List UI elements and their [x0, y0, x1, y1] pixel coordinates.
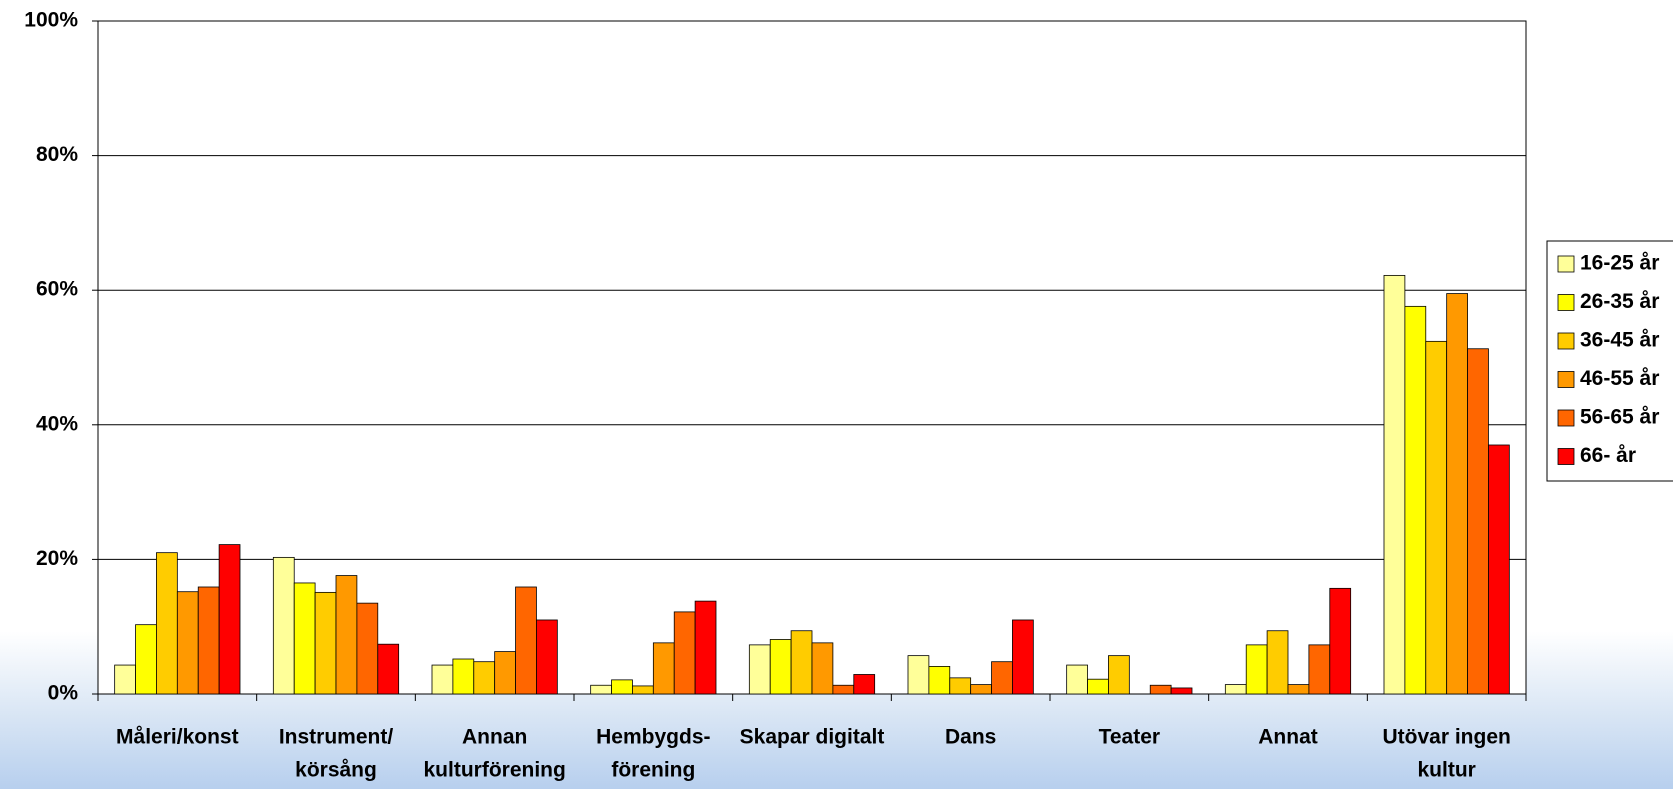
bar: [590, 684, 612, 695]
bar: [1066, 664, 1088, 695]
bar: [156, 552, 178, 695]
bar: [853, 674, 876, 695]
bar: [1149, 684, 1172, 695]
legend-swatch: [1557, 371, 1575, 388]
bar: [1329, 587, 1352, 695]
bar: [1287, 684, 1310, 695]
legend-swatch: [1557, 409, 1575, 427]
bar: [1446, 293, 1468, 695]
legend-label: 46-55 år: [1580, 367, 1659, 390]
bar: [790, 630, 813, 695]
x-tick-label: Teater: [1099, 726, 1160, 749]
x-tick-label: kulturförening: [424, 759, 566, 782]
bar: [811, 642, 834, 695]
x-tick-label: Dans: [945, 726, 996, 749]
x-tick-label: Skapar digitalt: [740, 726, 885, 749]
bar: [991, 661, 1013, 695]
legend-label: 26-35 år: [1580, 290, 1659, 313]
bar: [431, 664, 454, 695]
bar: [949, 677, 972, 695]
x-tick-label: förening: [611, 759, 695, 782]
bar: [769, 639, 792, 695]
bar: [1012, 619, 1034, 695]
legend-label: 36-45 år: [1580, 329, 1659, 352]
bar: [218, 544, 241, 695]
y-tick-label: 0%: [48, 682, 79, 705]
bar: [1425, 340, 1448, 695]
x-tick-label: körsång: [295, 759, 377, 782]
bar: [1404, 305, 1427, 695]
y-tick-label: 20%: [36, 547, 78, 570]
bar: [1224, 684, 1247, 695]
bar: [536, 619, 558, 695]
x-tick-label: Instrument/: [279, 726, 394, 749]
x-tick-label: Utövar ingen: [1382, 726, 1510, 749]
bar: [1383, 274, 1406, 695]
bar: [114, 664, 136, 695]
bar: [494, 651, 516, 695]
legend-swatch: [1557, 255, 1575, 273]
bar: [970, 684, 992, 695]
legend-swatch: [1557, 448, 1575, 465]
x-tick-label: kultur: [1417, 759, 1475, 782]
bar: [1488, 444, 1510, 695]
bar: [652, 642, 675, 695]
bar: [272, 556, 295, 695]
y-tick-label: 100%: [24, 9, 78, 32]
bar: [377, 643, 400, 695]
x-tick-label: Måleri/konst: [116, 726, 239, 749]
bar: [473, 661, 496, 695]
bar: [832, 684, 855, 695]
legend-swatch: [1557, 332, 1575, 350]
bar: [1308, 644, 1331, 695]
bar: [1108, 655, 1130, 695]
bar: [632, 685, 654, 695]
bar: [928, 666, 951, 695]
legend-label: 66- år: [1580, 444, 1636, 467]
bar: [356, 602, 379, 695]
bar: [907, 655, 930, 695]
legend-box: [1546, 240, 1673, 482]
legend-label: 56-65 år: [1580, 406, 1659, 429]
bar: [197, 586, 220, 695]
bar: [135, 624, 157, 695]
bar: [452, 658, 475, 695]
bar: [1467, 348, 1489, 695]
bar: [611, 679, 633, 695]
x-tick-label: Hembygds-: [596, 726, 710, 749]
bar: [1087, 678, 1109, 695]
legend-label: 16-25 år: [1580, 252, 1659, 275]
bar: [1245, 644, 1268, 695]
bar: [694, 600, 717, 695]
bar: [335, 575, 358, 695]
y-tick-label: 60%: [36, 278, 78, 301]
bar: [293, 582, 316, 695]
x-tick-label: Annat: [1258, 726, 1318, 749]
bar: [515, 586, 537, 695]
x-tick-label: Annan: [462, 726, 527, 749]
bar: [1170, 687, 1193, 695]
y-tick-label: 40%: [36, 412, 78, 435]
bar: [673, 611, 696, 695]
y-tick-label: 80%: [36, 143, 78, 166]
bar: [314, 591, 337, 695]
legend-swatch: [1557, 294, 1575, 311]
bar: [748, 644, 771, 695]
bar: [1266, 630, 1289, 695]
bar: [176, 591, 199, 695]
